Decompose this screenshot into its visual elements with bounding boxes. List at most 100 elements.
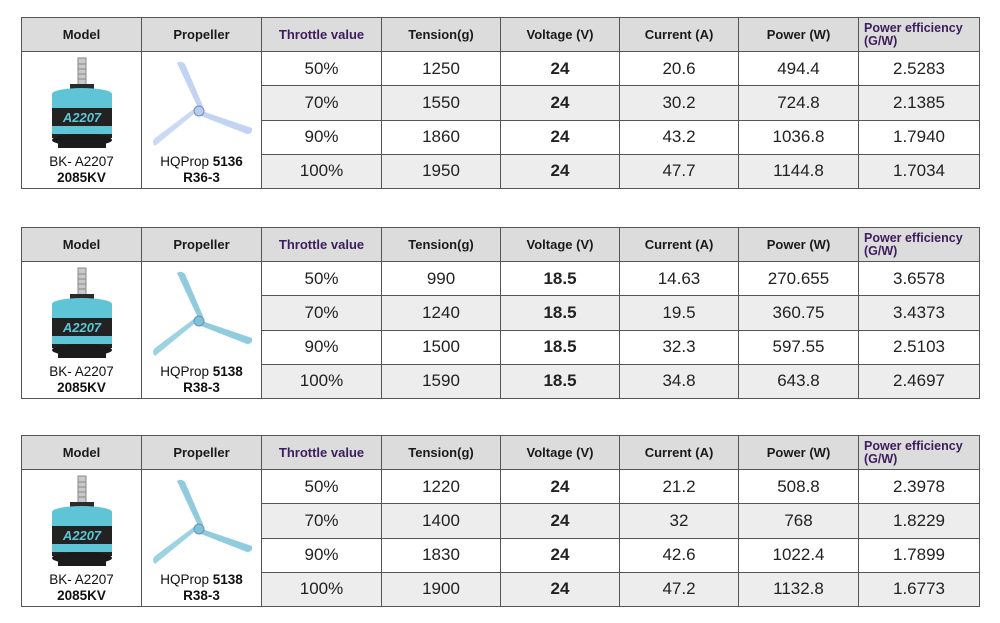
header-power: Power (W) bbox=[738, 435, 859, 470]
cell-efficiency: 3.4373 bbox=[858, 295, 980, 331]
cell-current: 19.5 bbox=[619, 295, 739, 331]
propeller-cell: HQProp 5138 R38-3 bbox=[141, 469, 262, 607]
table-row: 90% 1860 24 43.2 1036.8 1.7940 bbox=[22, 119, 980, 155]
header-propeller: Propeller bbox=[141, 435, 262, 470]
cell-efficiency: 1.8229 bbox=[858, 503, 980, 539]
propeller-size: 5138 bbox=[212, 572, 243, 587]
propeller-cell: HQProp 5138 R38-3 bbox=[141, 261, 262, 399]
cell-power: 768 bbox=[738, 503, 859, 539]
header-tension: Tension(g) bbox=[381, 435, 501, 470]
table-row: 70% 1550 24 30.2 724.8 2.1385 bbox=[22, 85, 980, 121]
motor-icon: A2207 bbox=[51, 267, 112, 358]
cell-current: 32.3 bbox=[619, 329, 739, 365]
table-row: A2207 BK- A2207 2085KV HQProp 5138 R38-3 50% 9… bbox=[21, 260, 980, 399]
cell-power: 724.8 bbox=[738, 85, 859, 121]
cell-tension: 1550 bbox=[381, 85, 501, 121]
propeller-size: 5138 bbox=[212, 364, 243, 379]
table-row: 90% 1500 18.5 32.3 597.55 2.5103 bbox=[22, 329, 980, 365]
cell-throttle: 90% bbox=[261, 119, 382, 155]
cell-efficiency: 3.6578 bbox=[858, 260, 980, 297]
motor-label-text: A2207 bbox=[61, 320, 101, 335]
cell-throttle: 50% bbox=[261, 50, 382, 87]
cell-tension: 1830 bbox=[381, 537, 501, 573]
table-row: 100% 1950 24 47.7 1144.8 1.7034 bbox=[22, 153, 980, 190]
cell-current: 47.7 bbox=[619, 153, 739, 190]
cell-tension: 1950 bbox=[381, 153, 501, 190]
cell-throttle: 90% bbox=[261, 329, 382, 365]
table-row: A2207 BK- A2207 2085KV HQProp 5136 R36-3 50% 1… bbox=[21, 50, 980, 189]
cell-throttle: 50% bbox=[261, 468, 382, 505]
cell-efficiency: 2.5283 bbox=[858, 50, 980, 87]
cell-efficiency: 1.6773 bbox=[858, 571, 980, 608]
cell-efficiency: 1.7940 bbox=[858, 119, 980, 155]
cell-current: 43.2 bbox=[619, 119, 739, 155]
motor-icon: A2207 bbox=[51, 475, 112, 566]
propeller-caption: HQProp 5136 R36-3 bbox=[142, 154, 261, 186]
cell-throttle: 100% bbox=[261, 571, 382, 608]
cell-voltage: 18.5 bbox=[500, 295, 620, 331]
header-efficiency-line1: Power efficiency bbox=[864, 438, 963, 453]
cell-voltage: 24 bbox=[500, 571, 620, 608]
cell-power: 360.75 bbox=[738, 295, 859, 331]
motor-kv: 2085KV bbox=[57, 588, 106, 603]
cell-power: 508.8 bbox=[738, 468, 859, 505]
propeller-icon bbox=[152, 61, 252, 146]
cell-efficiency: 1.7034 bbox=[858, 153, 980, 190]
cell-power: 1022.4 bbox=[738, 537, 859, 573]
header-propeller: Propeller bbox=[141, 17, 262, 52]
cell-current: 21.2 bbox=[619, 468, 739, 505]
motor-model: BK- A2207 bbox=[49, 364, 114, 379]
header-throttle: Throttle value bbox=[261, 17, 382, 52]
cell-throttle: 90% bbox=[261, 537, 382, 573]
cell-power: 597.55 bbox=[738, 329, 859, 365]
motor-caption: BK- A2207 2085KV bbox=[22, 154, 141, 186]
cell-throttle: 70% bbox=[261, 295, 382, 331]
cell-power: 270.655 bbox=[738, 260, 859, 297]
propeller-caption: HQProp 5138 R38-3 bbox=[142, 364, 261, 396]
cell-efficiency: 2.3978 bbox=[858, 468, 980, 505]
cell-throttle: 70% bbox=[261, 85, 382, 121]
header-efficiency: Power efficiency (G/W) bbox=[858, 435, 980, 470]
table-row: 90% 1830 24 42.6 1022.4 1.7899 bbox=[22, 537, 980, 573]
cell-power: 494.4 bbox=[738, 50, 859, 87]
propeller-size: 5136 bbox=[212, 154, 243, 169]
header-efficiency: Power efficiency (G/W) bbox=[858, 227, 980, 262]
cell-tension: 1500 bbox=[381, 329, 501, 365]
table-row: 70% 1400 24 32 768 1.8229 bbox=[22, 503, 980, 539]
propeller-model: R38-3 bbox=[183, 380, 220, 395]
propeller-cell: HQProp 5136 R36-3 bbox=[141, 51, 262, 189]
header-throttle: Throttle value bbox=[261, 435, 382, 470]
cell-power: 1132.8 bbox=[738, 571, 859, 608]
propeller-icon bbox=[152, 479, 252, 564]
header-tension: Tension(g) bbox=[381, 227, 501, 262]
cell-tension: 1220 bbox=[381, 468, 501, 505]
propeller-icon bbox=[152, 271, 252, 356]
table-row: A2207 BK- A2207 2085KV HQProp 5138 R38-3 50% 1… bbox=[21, 468, 980, 607]
header-current: Current (A) bbox=[619, 227, 739, 262]
cell-voltage: 24 bbox=[500, 50, 620, 87]
cell-tension: 1240 bbox=[381, 295, 501, 331]
header-voltage: Voltage (V) bbox=[500, 435, 620, 470]
cell-current: 32 bbox=[619, 503, 739, 539]
motor-model: BK- A2207 bbox=[49, 572, 114, 587]
header-efficiency-line2: (G/W) bbox=[864, 33, 898, 48]
spec-table: Model Propeller Throttle value Tension(g) Vo… bbox=[21, 227, 980, 400]
header-power: Power (W) bbox=[738, 17, 859, 52]
cell-throttle: 100% bbox=[261, 153, 382, 190]
header-tension: Tension(g) bbox=[381, 17, 501, 52]
header-throttle: Throttle value bbox=[261, 227, 382, 262]
propeller-caption: HQProp 5138 R38-3 bbox=[142, 572, 261, 604]
cell-current: 34.8 bbox=[619, 363, 739, 400]
header-model: Model bbox=[21, 17, 142, 52]
header-efficiency-line2: (G/W) bbox=[864, 451, 898, 466]
cell-voltage: 24 bbox=[500, 85, 620, 121]
cell-power: 1144.8 bbox=[738, 153, 859, 190]
propeller-model: R36-3 bbox=[183, 170, 220, 185]
header-power: Power (W) bbox=[738, 227, 859, 262]
header-propeller: Propeller bbox=[141, 227, 262, 262]
header-efficiency: Power efficiency (G/W) bbox=[858, 17, 980, 52]
cell-efficiency: 2.5103 bbox=[858, 329, 980, 365]
cell-voltage: 24 bbox=[500, 119, 620, 155]
header-voltage: Voltage (V) bbox=[500, 227, 620, 262]
cell-voltage: 18.5 bbox=[500, 363, 620, 400]
